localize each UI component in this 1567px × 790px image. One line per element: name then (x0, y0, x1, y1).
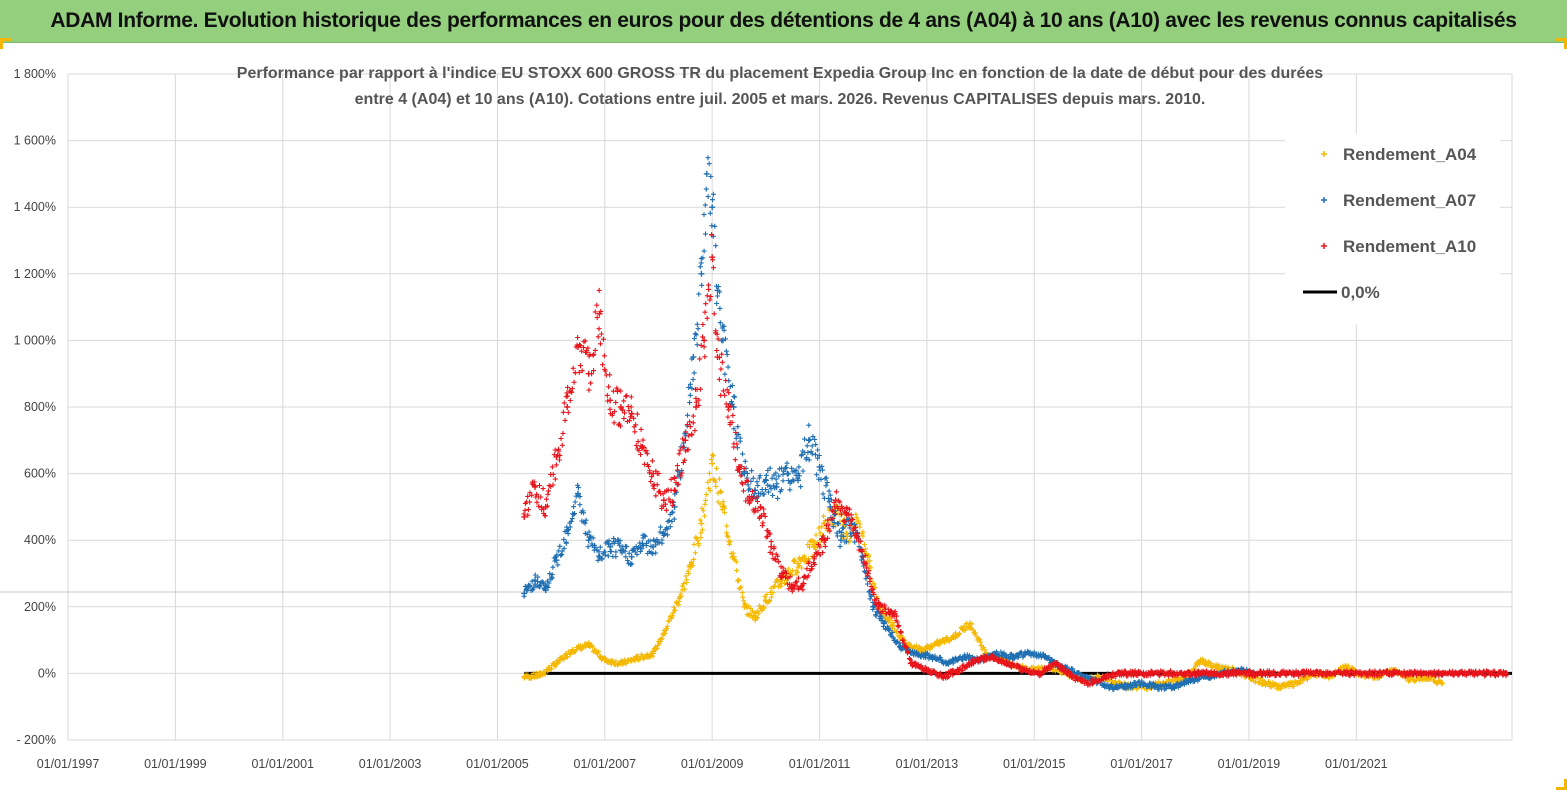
corner-marker-top-right (1556, 38, 1567, 49)
legend: Rendement_A04 Rendement_A07 Rendement_A10 0… (1285, 134, 1500, 324)
legend-swatch-2 (1321, 243, 1327, 249)
legend-swatch-1 (1321, 197, 1327, 203)
y-tick-label-9: 0% (38, 666, 56, 680)
page-title: ADAM Informe. Evolution historique des p… (50, 9, 1517, 32)
data-point (682, 437, 689, 444)
y-tick-label-1: 1 600% (14, 134, 56, 148)
data-point (805, 437, 812, 444)
legend-swatch-0 (1321, 151, 1327, 157)
x-tick-label-9: 01/01/2015 (1003, 757, 1066, 771)
x-tick-label-4: 01/01/2005 (466, 757, 529, 771)
data-point-cloud (521, 232, 1509, 688)
corner-marker-top-left (0, 38, 11, 49)
legend-label-0: Rendement_A04 (1343, 145, 1477, 164)
x-tick-label-3: 01/01/2003 (359, 757, 422, 771)
y-tick-label-5: 800% (24, 400, 56, 414)
legend-label-3: 0,0% (1341, 283, 1380, 302)
header-bar: ADAM Informe. Evolution historique des p… (0, 0, 1567, 43)
x-tick-label-2: 01/01/2001 (251, 757, 314, 771)
data-point (564, 404, 571, 410)
x-tick-label-12: 01/01/2021 (1325, 757, 1388, 771)
data-point (701, 337, 708, 344)
x-tick-label-0: 01/01/1997 (37, 757, 100, 771)
x-tick-label-8: 01/01/2013 (896, 757, 959, 771)
y-tick-label-10: - 200% (16, 733, 56, 747)
x-axis-ticks: 01/01/1997 01/01/1999 01/01/2001 01/01/2003… (37, 757, 1388, 771)
x-tick-label-6: 01/01/2009 (681, 757, 744, 771)
data-point (585, 537, 592, 544)
chart-title-line-1: Performance par rapport à l'indice EU ST… (237, 65, 1324, 82)
y-tick-label-3: 1 200% (14, 267, 56, 281)
x-tick-label-11: 01/01/2019 (1218, 757, 1281, 771)
y-tick-label-7: 400% (24, 533, 56, 547)
series-rendement-a10 (521, 232, 1510, 688)
x-tick-label-1: 01/01/1999 (144, 757, 207, 771)
chart-title-line-2: entre 4 (A04) et 10 ans (A10). Cotations… (355, 91, 1206, 108)
data-point (709, 204, 716, 211)
data-point (607, 543, 614, 550)
corner-marker-bottom-right (1556, 779, 1567, 790)
y-tick-label-0: 1 800% (14, 67, 56, 81)
data-point (709, 460, 716, 467)
data-point (703, 170, 710, 177)
chart-title: Performance par rapport à l'indice EU ST… (237, 65, 1324, 108)
x-tick-label-5: 01/01/2007 (574, 757, 637, 771)
y-tick-label-2: 1 400% (14, 200, 56, 214)
x-tick-label-10: 01/01/2017 (1110, 757, 1173, 771)
data-point (698, 520, 705, 527)
y-tick-label-6: 600% (24, 467, 56, 481)
gridlines (0, 73, 1513, 741)
data-point (660, 497, 667, 504)
data-series (521, 155, 1512, 692)
y-axis-ticks: 1 800% 1 600% 1 400% 1 200% 1 000% 800% 600% 40… (14, 67, 56, 747)
y-tick-label-8: 200% (24, 600, 56, 614)
legend-label-1: Rendement_A07 (1343, 191, 1476, 210)
data-point (693, 404, 700, 410)
performance-chart: Performance par rapport à l'indice EU ST… (0, 65, 1513, 771)
x-tick-label-7: 01/01/2011 (789, 757, 851, 771)
data-point (730, 404, 737, 410)
data-point (628, 553, 635, 560)
legend-label-2: Rendement_A10 (1343, 237, 1476, 256)
y-tick-label-4: 1 000% (14, 333, 56, 347)
data-point (698, 270, 705, 277)
